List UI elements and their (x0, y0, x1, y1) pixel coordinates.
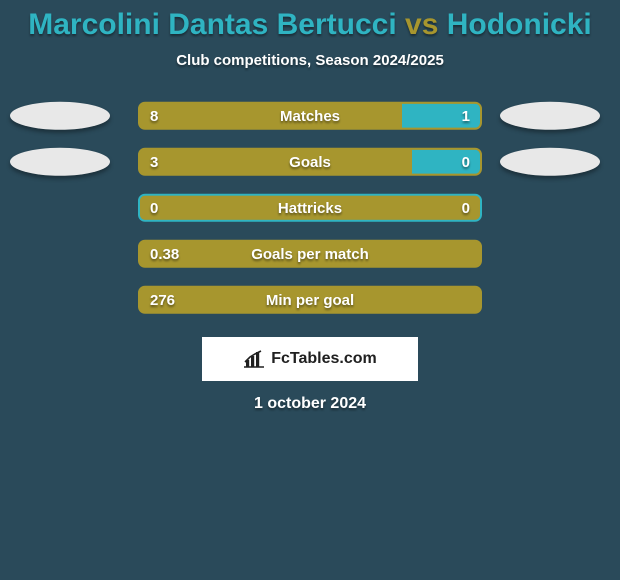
date-label: 1 october 2024 (0, 395, 620, 413)
comparison-title: Marcolini Dantas Bertucci vs Hodonicki (0, 0, 620, 42)
stat-value-right: 0 (452, 196, 480, 220)
player1-name: Marcolini Dantas Bertucci (28, 8, 396, 41)
stat-row: 30Goals (0, 141, 620, 187)
stat-value-right: 1 (452, 104, 480, 128)
bar-fill-left (140, 104, 402, 128)
stat-value-left: 0.38 (140, 242, 189, 266)
stat-bar: 81Matches (138, 102, 482, 130)
stat-value-right: 0 (452, 150, 480, 174)
player1-marker (10, 102, 110, 130)
bar-fill-left (140, 288, 480, 312)
stat-value-left: 3 (140, 150, 168, 174)
stat-bar: 00Hattricks (138, 194, 482, 222)
vs-text: vs (405, 8, 438, 41)
stat-bar: 276Min per goal (138, 286, 482, 314)
stat-row: 276Min per goal (0, 279, 620, 325)
player2-marker (500, 148, 600, 176)
bar-fill-left (140, 242, 480, 266)
stat-value-left: 8 (140, 104, 168, 128)
player1-marker (10, 148, 110, 176)
brand-box: FcTables.com (202, 337, 418, 381)
stat-bar: 30Goals (138, 148, 482, 176)
player2-name: Hodonicki (447, 8, 592, 41)
player2-marker (500, 102, 600, 130)
bar-chart-icon (243, 350, 265, 368)
stat-row: 0.38Goals per match (0, 233, 620, 279)
stat-value-left: 0 (140, 196, 168, 220)
bar-fill-left (140, 150, 412, 174)
stat-value-left: 276 (140, 288, 185, 312)
stat-row: 00Hattricks (0, 187, 620, 233)
stat-row: 81Matches (0, 95, 620, 141)
stat-bar: 0.38Goals per match (138, 240, 482, 268)
comparison-chart: 81Matches30Goals00Hattricks0.38Goals per… (0, 95, 620, 325)
brand-text: FcTables.com (271, 350, 377, 368)
bar-fill-left (140, 196, 480, 220)
subtitle: Club competitions, Season 2024/2025 (0, 52, 620, 69)
